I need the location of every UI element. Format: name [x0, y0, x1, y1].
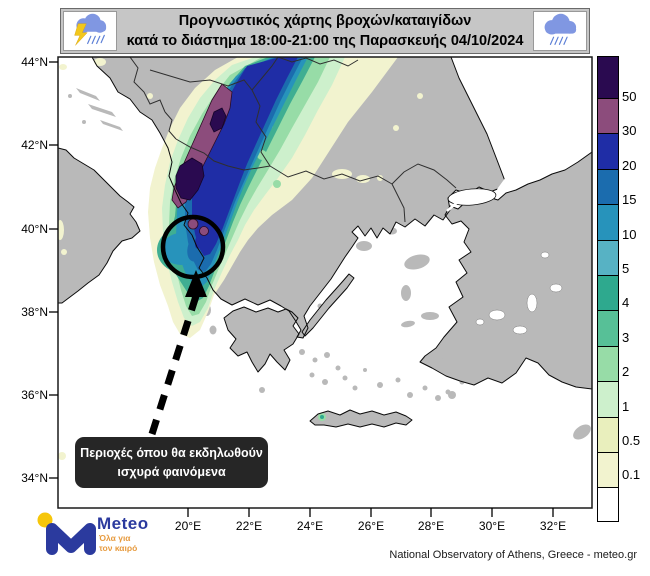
scale-cell	[598, 239, 618, 275]
scale-label-05: 0.5	[622, 433, 641, 448]
scale-label-4: 4	[622, 295, 630, 310]
meteo-logo	[37, 512, 96, 555]
precipitation-contours	[58, 57, 423, 473]
lat-label-34n: 34°N	[21, 471, 48, 485]
scale-cell	[598, 98, 618, 134]
annotation-box: Περιοχές όπου θα εκδηλωθούν ισχυρά φαινό…	[75, 437, 268, 488]
lon-label-20e: 20°E	[174, 519, 202, 533]
lon-label-30e: 30°E	[478, 519, 506, 533]
scale-label-15: 15	[622, 192, 637, 207]
scale-cell	[598, 57, 618, 98]
scale-cell	[598, 416, 618, 452]
scale-label-3: 3	[622, 330, 630, 345]
highlight-circle	[160, 214, 226, 280]
inland-water	[446, 178, 563, 335]
map-frame	[57, 56, 593, 509]
scale-cell	[598, 487, 618, 522]
annotation-line-1: Περιοχές όπου θα εκδηλωθούν	[80, 446, 263, 461]
scale-cell	[598, 204, 618, 240]
title-line-1: Προγνωστικός χάρτης βροχών/καταιγίδων	[178, 13, 472, 29]
page-title: Προγνωστικός χάρτης βροχών/καταιγίδων κα…	[119, 9, 531, 53]
logo-brand-text: Meteo	[97, 514, 149, 533]
scale-label-1: 1	[622, 399, 630, 414]
scale-label-10: 10	[622, 227, 637, 242]
scale-cell	[598, 168, 618, 205]
scale-cell	[598, 451, 618, 488]
storm-cloud-lightning-icon	[63, 11, 117, 51]
lon-label-28e: 28°E	[417, 519, 445, 533]
scale-label-30: 30	[622, 123, 637, 138]
scale-cell	[598, 133, 618, 169]
scale-label-2: 2	[622, 364, 630, 379]
logo-m-mark	[46, 523, 96, 555]
lat-label-42n: 42°N	[21, 138, 48, 152]
rain-cloud-icon	[533, 11, 587, 51]
logo-sun-icon	[37, 512, 53, 528]
axis-ticks	[49, 61, 554, 517]
lat-label-44n: 44°N	[21, 55, 48, 69]
lat-label-36n: 36°N	[21, 388, 48, 402]
attribution-text: National Observatory of Athens, Greece -…	[389, 549, 637, 561]
logo-tagline: Όλα για τον καιρό	[99, 533, 137, 553]
scale-cell	[598, 310, 618, 346]
color-scale-bar	[597, 56, 619, 523]
annotation-arrow	[148, 270, 207, 436]
scale-cell	[598, 381, 618, 417]
scale-cell	[598, 274, 618, 311]
lon-label-32e: 32°E	[539, 519, 567, 533]
logo-tagline-line-2: τον καιρό	[99, 543, 138, 554]
scale-label-50: 50	[622, 89, 637, 104]
lon-label-24e: 24°E	[296, 519, 324, 533]
lat-label-38n: 38°N	[21, 305, 48, 319]
country-borders	[129, 57, 457, 223]
lon-label-22e: 22°E	[235, 519, 263, 533]
scale-cell	[598, 345, 618, 382]
scale-label-5: 5	[622, 261, 630, 276]
scale-label-20: 20	[622, 158, 637, 173]
lat-label-40n: 40°N	[21, 222, 48, 236]
lon-label-26e: 26°E	[357, 519, 385, 533]
title-line-2: κατά το διάστημα 18:00-21:00 της Παρασκε…	[126, 33, 524, 49]
logo-tagline-line-1: Όλα για	[99, 533, 131, 543]
forecast-map	[49, 56, 593, 517]
scale-label-01: 0.1	[622, 467, 641, 482]
annotation-line-2: ισχυρά φαινόμενα	[117, 464, 226, 479]
title-bar: Προγνωστικός χάρτης βροχών/καταιγίδων κα…	[60, 8, 590, 54]
